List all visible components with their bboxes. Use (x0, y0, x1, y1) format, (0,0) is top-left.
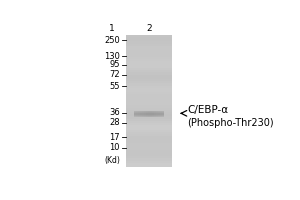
Bar (126, 74, 172, 77)
Bar (126, 156, 172, 158)
Bar (126, 165, 172, 167)
Bar (126, 59, 172, 61)
Bar (126, 68, 172, 70)
Text: 10: 10 (110, 143, 120, 152)
Bar (126, 85, 172, 88)
Bar (126, 158, 172, 161)
Bar (158, 111, 160, 117)
Bar (126, 114, 172, 116)
Bar (144, 111, 146, 117)
Text: 250: 250 (104, 36, 120, 45)
Bar (126, 92, 172, 94)
Bar (126, 119, 172, 121)
Bar (152, 111, 154, 117)
Text: (Phospho-Thr230): (Phospho-Thr230) (188, 118, 274, 128)
Bar (156, 111, 158, 117)
Bar (138, 111, 140, 117)
Bar (126, 54, 172, 57)
Bar (148, 111, 150, 117)
Bar (126, 132, 172, 134)
Bar (126, 35, 172, 37)
Bar (126, 79, 172, 81)
Bar (126, 83, 172, 86)
Bar (126, 138, 172, 141)
Bar (126, 90, 172, 92)
Bar (126, 96, 172, 99)
Bar (126, 105, 172, 108)
Bar (126, 107, 172, 110)
Bar (150, 111, 152, 117)
Bar (126, 46, 172, 48)
Bar (126, 70, 172, 72)
Bar (126, 81, 172, 83)
Text: 28: 28 (110, 118, 120, 127)
Bar (126, 50, 172, 52)
Text: 2: 2 (146, 24, 152, 33)
Text: 36: 36 (109, 108, 120, 117)
Bar (142, 111, 144, 117)
Bar (126, 88, 172, 90)
Bar (126, 130, 172, 132)
Bar (126, 57, 172, 59)
Bar (126, 123, 172, 125)
Bar (126, 39, 172, 41)
Bar (126, 145, 172, 147)
Bar (134, 116, 164, 117)
Bar (126, 48, 172, 50)
Bar (126, 61, 172, 63)
Text: 1: 1 (109, 24, 115, 33)
Bar (134, 111, 136, 117)
Bar (134, 111, 164, 112)
Bar (134, 114, 164, 115)
Bar (162, 111, 164, 117)
Bar (134, 113, 164, 114)
Bar (126, 52, 172, 55)
Bar (126, 66, 172, 68)
Bar (126, 94, 172, 97)
Bar (126, 163, 172, 165)
Bar (146, 111, 148, 117)
Bar (126, 77, 172, 79)
Bar (134, 113, 164, 114)
Bar (126, 141, 172, 143)
Bar (126, 63, 172, 66)
Bar (126, 72, 172, 75)
Bar (126, 43, 172, 46)
Text: 55: 55 (110, 82, 120, 91)
Text: C/EBP-α: C/EBP-α (188, 105, 229, 115)
Bar (134, 112, 164, 113)
Bar (126, 152, 172, 154)
Bar (134, 112, 164, 113)
Bar (134, 115, 164, 116)
Bar (126, 127, 172, 130)
Bar (136, 111, 138, 117)
Bar (126, 41, 172, 44)
Bar (126, 37, 172, 39)
Bar (126, 101, 172, 103)
Text: 72: 72 (110, 70, 120, 79)
Bar (126, 99, 172, 101)
Text: 17: 17 (110, 133, 120, 142)
Bar (126, 154, 172, 156)
Bar (126, 147, 172, 150)
Bar (126, 160, 172, 163)
Text: (Kd): (Kd) (104, 156, 120, 165)
Bar (140, 111, 142, 117)
Text: 95: 95 (110, 60, 120, 69)
Bar (126, 143, 172, 145)
Bar (134, 115, 164, 116)
Bar (126, 134, 172, 136)
Bar (126, 116, 172, 119)
Bar (126, 125, 172, 127)
Bar (126, 112, 172, 114)
Bar (126, 136, 172, 139)
Bar (126, 103, 172, 105)
Bar (154, 111, 156, 117)
Bar (126, 121, 172, 123)
Bar (126, 149, 172, 152)
Bar (126, 110, 172, 112)
Bar (160, 111, 162, 117)
Text: 130: 130 (104, 52, 120, 61)
